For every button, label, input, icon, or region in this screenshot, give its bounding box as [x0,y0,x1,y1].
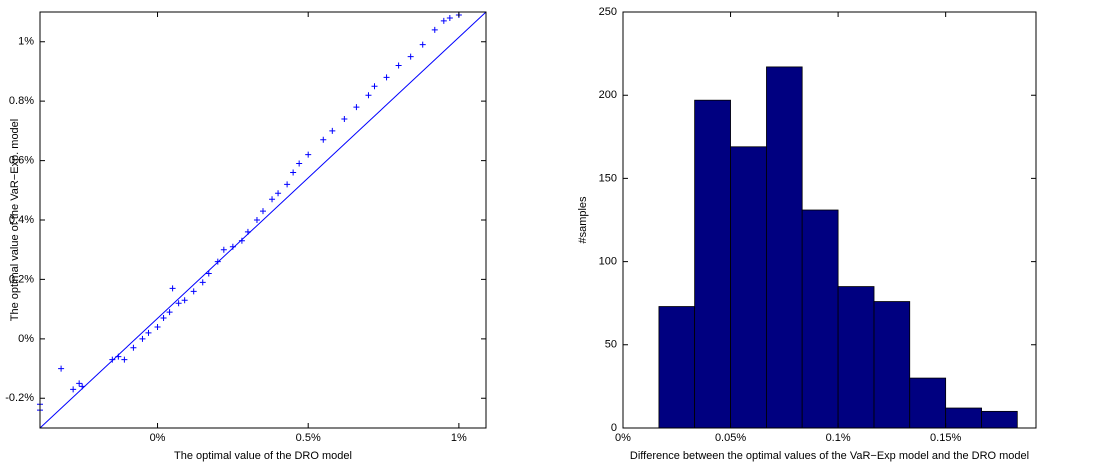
point [220,246,227,253]
x-axis-label: Difference between the optimal values of… [630,450,1029,462]
point [419,41,426,48]
y-tick-label: 0.2% [9,273,34,285]
point [205,270,212,277]
bar [873,301,911,429]
y-tick-label: 0 [611,422,617,434]
y-tick-label: 100 [599,256,617,268]
x-tick-label: 0.05% [715,432,746,444]
point [446,14,453,21]
y-axis-label: The optimal value of the VaR−Exp. model [9,119,21,322]
x-tick-label: 0% [150,432,166,444]
y-tick-label: 150 [599,172,617,184]
point [175,300,182,307]
axes-box [622,11,1037,429]
point [253,217,260,223]
point [383,74,390,81]
point [305,151,312,158]
point [160,315,167,322]
point [70,386,77,393]
x-tick-label: 0.5% [296,432,321,444]
y-tick-label: 0.4% [9,214,34,226]
y-tick-label: 0.6% [9,154,34,166]
point [181,297,188,304]
point [440,17,447,24]
point [407,53,414,60]
point [199,279,206,286]
bar [694,99,731,429]
y-tick-label: 50 [605,339,617,351]
point [341,115,348,122]
bar [766,66,803,429]
point [238,237,245,244]
y-tick-label: 200 [599,89,617,101]
y-tick-label: 250 [599,6,617,18]
point [365,92,372,99]
bar [801,209,839,429]
point [284,181,291,188]
y-tick-label: 1% [18,36,34,48]
point [260,208,266,215]
point [296,160,303,167]
y-tick-label: -0.2% [5,392,34,404]
point [169,285,176,292]
point [121,356,128,363]
x-axis-label: The optimal value of the DRO model [174,450,352,462]
y-tick-label: 0% [18,333,34,345]
y-tick-label: 0.8% [9,95,34,107]
point [275,190,282,197]
bar [730,146,767,429]
point [154,323,161,330]
point [269,196,276,203]
y-axis-label: #samples [577,196,589,244]
point [166,309,173,316]
bar [945,407,982,429]
point [431,26,438,33]
point [145,329,152,336]
reference-line [39,11,487,429]
point [395,62,402,69]
bar [981,410,1018,429]
x-tick-label: 1% [451,432,467,444]
bar [658,306,696,429]
x-tick-label: 0.1% [826,432,851,444]
point [329,127,336,134]
point [320,136,327,143]
point [130,344,137,351]
point [290,169,297,176]
point [190,288,197,295]
point [109,356,116,363]
point [76,380,83,387]
bar [837,286,875,429]
point [353,104,360,111]
x-tick-label: 0.15% [930,432,961,444]
bar [909,377,947,429]
point [371,83,378,90]
x-tick-label: 0% [615,432,631,444]
point [139,335,146,342]
point [58,365,65,372]
